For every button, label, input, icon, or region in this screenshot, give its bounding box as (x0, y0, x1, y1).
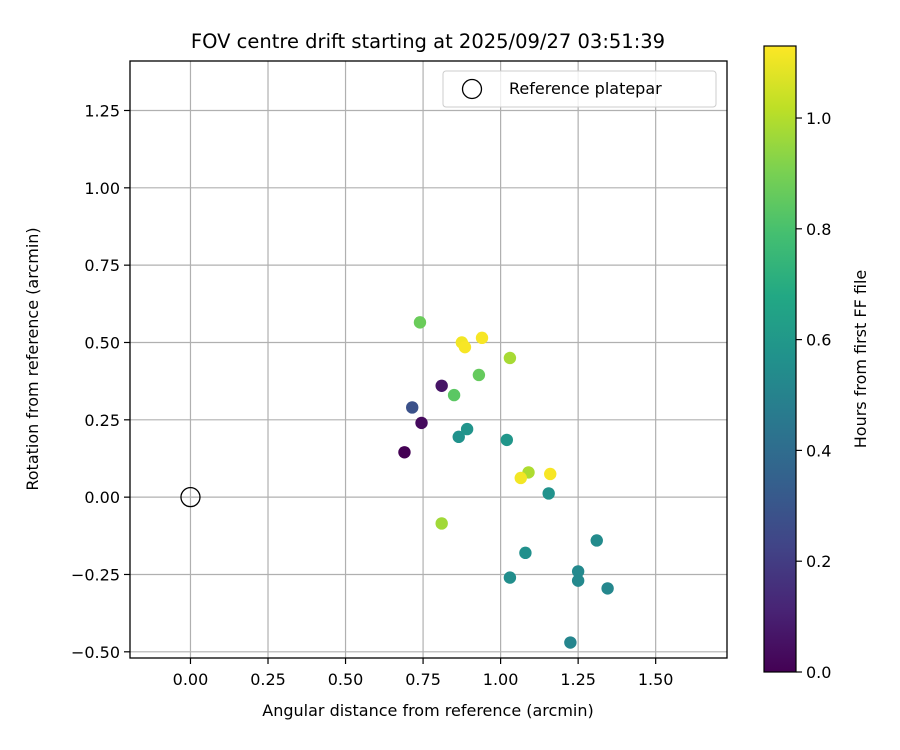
reference-layer (180, 487, 201, 508)
data-point (472, 368, 486, 382)
x-tick-label: 0.00 (173, 670, 209, 689)
plot-frame (129, 60, 728, 659)
x-tick-label: 1.25 (560, 670, 596, 689)
data-point (460, 422, 474, 436)
y-tick-label: 0.75 (84, 256, 120, 275)
data-point (435, 379, 448, 392)
y-axis-label: Rotation from reference (arcmin) (23, 227, 42, 490)
data-point (398, 446, 411, 459)
data-point (601, 582, 614, 595)
x-tick-label: 0.75 (405, 670, 441, 689)
chart-title: FOV centre drift starting at 2025/09/27 … (191, 30, 665, 53)
data-point (406, 401, 419, 414)
data-point (514, 471, 527, 485)
y-tick-label: 0.25 (84, 411, 120, 430)
data-point (500, 433, 514, 447)
colorbar-ticks: 0.0 0.2 0.4 0.6 0.8 1.0 (796, 109, 831, 682)
data-point (571, 574, 585, 587)
data-point (542, 487, 555, 500)
y-tick-label: −0.25 (71, 565, 120, 584)
data-point (519, 546, 532, 560)
y-axis: −0.50 −0.25 0.00 0.25 0.50 0.75 1.00 1.25 (71, 101, 130, 662)
grid (130, 61, 727, 658)
data-point (435, 517, 448, 530)
data-point (413, 316, 427, 329)
data-point (452, 430, 465, 444)
x-tick-label: 1.00 (483, 670, 519, 689)
data-point (590, 534, 603, 547)
legend-box (442, 70, 717, 108)
colorbar-label: Hours from first FF file (851, 270, 870, 449)
legend-reference-marker (461, 78, 483, 100)
colorbar-tick-label: 0.8 (806, 220, 831, 239)
data-point (475, 331, 489, 345)
data-point (458, 340, 472, 354)
data-point (447, 388, 461, 402)
x-axis: 0.00 0.25 0.50 0.75 1.00 1.25 1.50 (173, 658, 674, 689)
x-tick-label: 1.50 (638, 670, 674, 689)
colorbar: 0.0 0.2 0.4 0.6 0.8 1.0 Hours from first FF f… (763, 45, 870, 682)
colorbar-gradient (763, 45, 797, 673)
data-point (571, 565, 585, 578)
x-tick-label: 0.50 (328, 670, 364, 689)
colorbar-tick-label: 0.0 (806, 663, 831, 682)
y-tick-label: 1.25 (84, 101, 120, 120)
x-tick-label: 0.25 (250, 670, 286, 689)
data-points (398, 316, 614, 649)
reference-marker (180, 487, 201, 508)
data-point (503, 571, 517, 584)
x-axis-label: Angular distance from reference (arcmin) (262, 701, 593, 720)
data-point (415, 416, 428, 430)
legend-label: Reference platepar (509, 79, 662, 98)
y-tick-label: 0.50 (84, 333, 120, 352)
y-tick-label: 0.00 (84, 488, 120, 507)
colorbar-tick-label: 1.0 (806, 109, 831, 128)
legend: Reference platepar (442, 70, 717, 108)
data-point (544, 467, 557, 481)
y-tick-label: 1.00 (84, 179, 120, 198)
colorbar-tick-label: 0.4 (806, 441, 831, 460)
y-tick-label: −0.50 (71, 643, 120, 662)
colorbar-tick-label: 0.2 (806, 552, 831, 571)
data-point (503, 351, 517, 365)
colorbar-tick-label: 0.6 (806, 331, 831, 350)
data-point (564, 636, 577, 649)
